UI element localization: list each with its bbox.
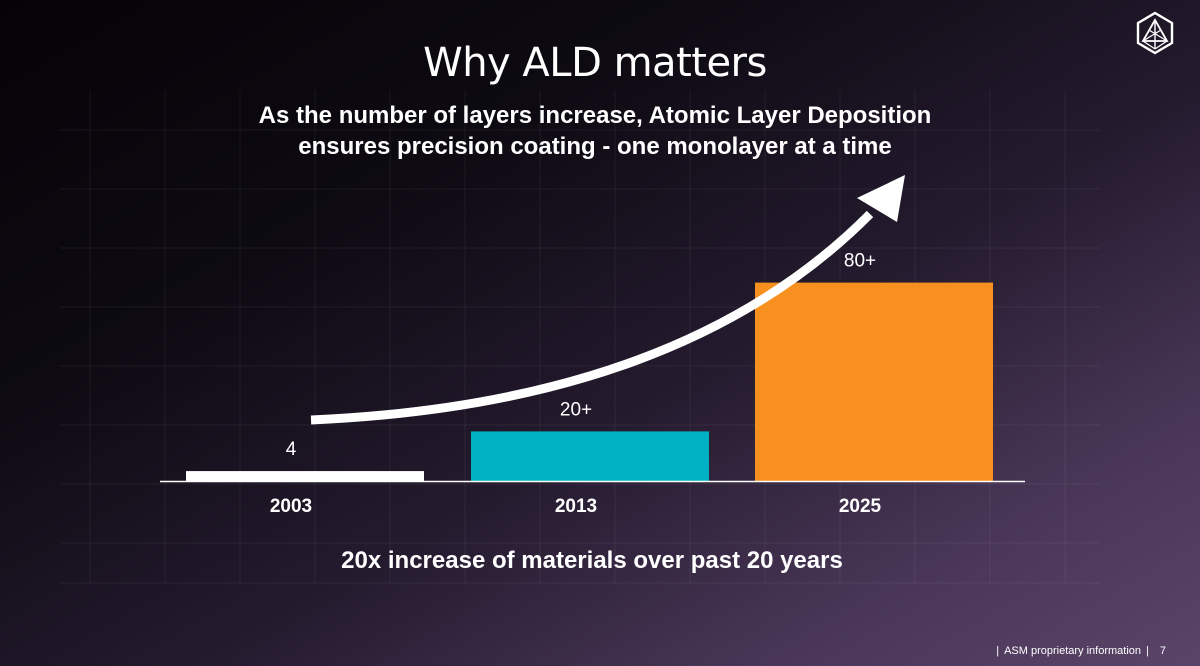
page-number: 7	[1159, 645, 1166, 657]
footer-separator-right: |	[1146, 645, 1149, 657]
bars	[186, 282, 993, 481]
slide-title: Why ALD matters	[423, 40, 767, 86]
x-tick-label-2013: 2013	[555, 496, 597, 517]
trend-arrow	[310, 175, 905, 425]
footer: | ASM proprietary information | 7	[991, 645, 1166, 657]
data-labels: 4 20+ 80+	[286, 251, 876, 460]
data-label-2025: 80+	[844, 251, 876, 272]
chart-caption: 20x increase of materials over past 20 y…	[341, 547, 843, 574]
bar-2025	[755, 282, 993, 481]
subtitle-line-2: ensures precision coating - one monolaye…	[298, 133, 892, 160]
x-tick-label-2003: 2003	[270, 496, 312, 517]
trend-arrow-shaft	[310, 210, 874, 425]
x-tick-label-2025: 2025	[839, 496, 882, 517]
slide-subtitle: As the number of layers increase, Atomic…	[0, 100, 1190, 162]
bar-2003	[186, 471, 424, 481]
x-axis-tick-labels: 2003 2013 2025	[270, 496, 882, 517]
bar-2013	[471, 431, 709, 481]
footer-text: ASM proprietary information	[1004, 645, 1142, 657]
geometric-atom-logo-icon	[1136, 11, 1174, 55]
data-label-2003: 4	[286, 439, 297, 460]
data-label-2013: 20+	[560, 399, 592, 420]
trend-arrow-head	[857, 175, 905, 222]
footer-separator-left: |	[996, 645, 1000, 657]
subtitle-line-1: As the number of layers increase, Atomic…	[258, 102, 932, 129]
